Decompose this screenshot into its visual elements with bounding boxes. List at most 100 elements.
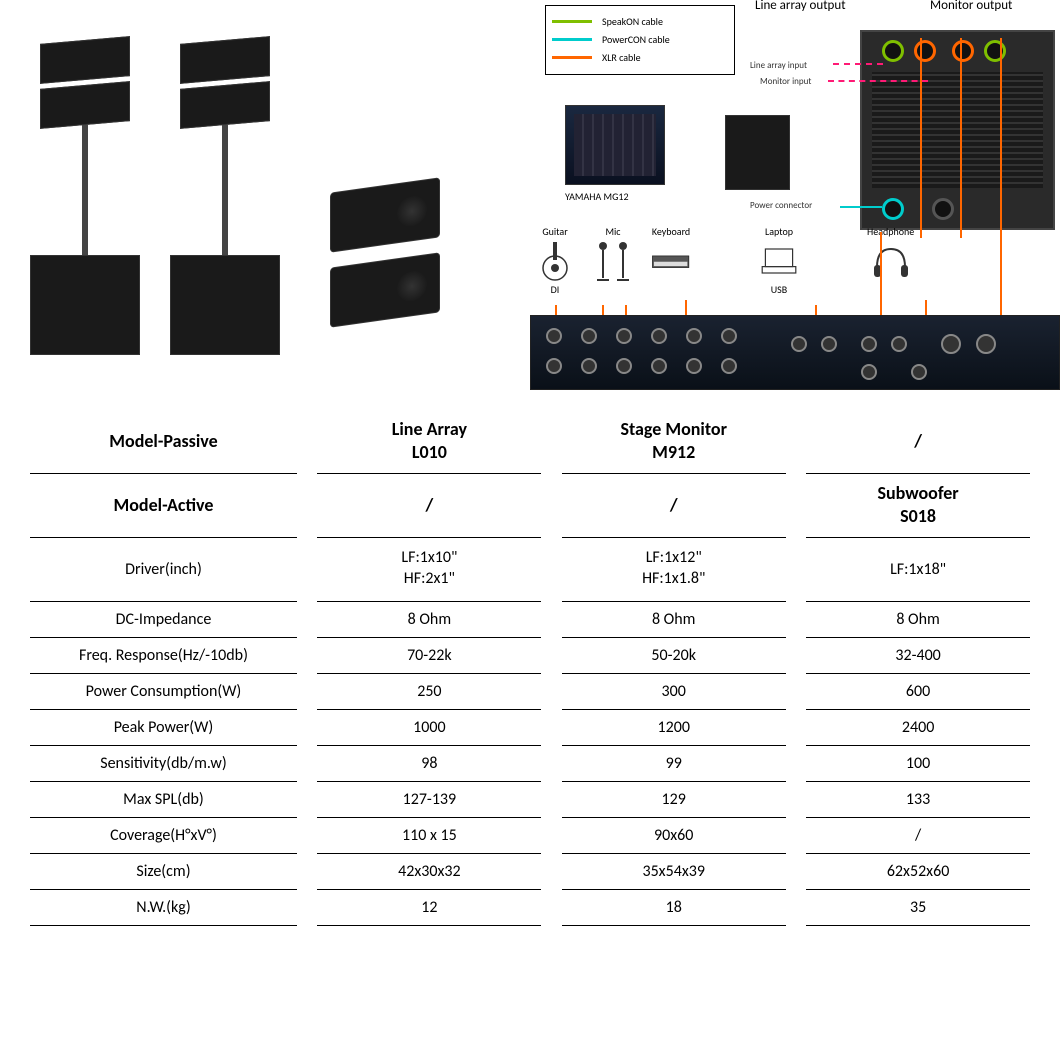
cell-c2: LF:1x12"HF:1x1.8"	[562, 537, 786, 601]
instrument-label: Mic	[605, 225, 620, 238]
instrument-mic: Mic	[593, 225, 633, 305]
cell-c1: 98	[317, 745, 541, 781]
power-connector-label: Power connector	[750, 200, 812, 211]
cell-c3: 35	[806, 889, 1030, 925]
instrument-sublabel: USB	[771, 283, 787, 296]
line-array-speaker-icon	[180, 81, 270, 129]
orange-line-icon	[960, 38, 962, 238]
legend-row: XLR cable	[552, 48, 728, 66]
line-array-speaker-icon	[180, 36, 270, 84]
cell-c1: 127-139	[317, 781, 541, 817]
heatsink-icon	[872, 72, 1043, 188]
speaker-pole-icon	[82, 125, 88, 255]
cell-c1: 110 x 15	[317, 817, 541, 853]
mixer-thumbnail-icon	[565, 105, 665, 185]
dashed-line-icon	[828, 80, 928, 82]
row-label: N.W.(kg)	[30, 889, 297, 925]
stage-monitor-icon	[330, 252, 440, 327]
row-label: DC-Impedance	[30, 601, 297, 637]
table-row: Coverage(H°xV°) 110 x 15 90x60 /	[30, 817, 1030, 853]
speakon-line-icon	[552, 20, 592, 23]
cell-c2: 90x60	[562, 817, 786, 853]
cell-c3: /	[806, 817, 1030, 853]
speaker-pole-icon	[222, 125, 228, 255]
monitor-thumbnail-icon	[725, 115, 790, 190]
cell-c1: 42x30x32	[317, 853, 541, 889]
header-col2: Stage Monitor M912	[562, 410, 786, 473]
connection-diagram: Line array output Monitor output SpeakON…	[530, 0, 1060, 400]
line-array-output-label: Line array output	[755, 0, 846, 13]
cell-c2: 129	[562, 781, 786, 817]
instrument-label: Guitar	[542, 225, 567, 238]
table-row: Driver(inch) LF:1x10"HF:2x1" LF:1x12"HF:1x…	[30, 537, 1030, 601]
instrument-label: Headphone	[867, 225, 914, 238]
legend-row: SpeakON cable	[552, 12, 728, 30]
product-image-panel	[0, 0, 530, 400]
cyan-line-icon	[840, 206, 882, 208]
table-row: Power Consumption(W)250300600	[30, 673, 1030, 709]
mixer-io-strip-icon	[530, 315, 1060, 390]
instrument-headphone: Headphone	[867, 225, 914, 305]
cell-c3: LF:1x18"	[806, 537, 1030, 601]
instrument-guitar: Guitar DI	[535, 225, 575, 305]
table-row: Model-Active / / Subwoofer S018	[30, 473, 1030, 537]
legend-row: PowerCON cable	[552, 30, 728, 48]
cell-c3: 133	[806, 781, 1030, 817]
legend-label: SpeakON cable	[602, 15, 663, 28]
table-row: Size(cm)42x30x3235x54x3962x52x60	[30, 853, 1030, 889]
legend-label: XLR cable	[602, 51, 641, 64]
guitar-icon	[535, 238, 575, 283]
instrument-label: Keyboard	[652, 225, 690, 238]
instrument-sublabel: DI	[551, 283, 560, 296]
connector-icon	[932, 198, 954, 220]
row-label: Power Consumption(W)	[30, 673, 297, 709]
legend-label: PowerCON cable	[602, 33, 670, 46]
cell-c1: 70-22k	[317, 637, 541, 673]
table-row: Model-Passive Line Array L010 Stage Moni…	[30, 410, 1030, 473]
amplifier-panel-icon	[860, 30, 1055, 230]
header-active: Model-Active	[30, 473, 297, 537]
speakon-connector-icon	[984, 40, 1006, 62]
instrument-keyboard: Keyboard	[651, 225, 691, 305]
line-array-speaker-icon	[40, 36, 130, 84]
stage-monitor-icon	[330, 177, 440, 252]
header-passive: Model-Passive	[30, 410, 297, 473]
row-label: Sensitivity(db/m.w)	[30, 745, 297, 781]
instrument-laptop: Laptop USB	[759, 225, 799, 305]
laptop-icon	[759, 238, 799, 283]
mic-icon	[593, 238, 633, 283]
cell-c3: 32-400	[806, 637, 1030, 673]
top-section: Line array output Monitor output SpeakON…	[0, 0, 1060, 400]
cell-c3: 8 Ohm	[806, 601, 1030, 637]
dashed-line-icon	[833, 63, 883, 65]
xlr-connector-icon	[952, 40, 974, 62]
instrument-row: Guitar DI Mic Keyboard Laptop	[535, 225, 915, 305]
active-col3: Subwoofer S018	[806, 473, 1030, 537]
cell-c1: LF:1x10"HF:2x1"	[317, 537, 541, 601]
row-label: Size(cm)	[30, 853, 297, 889]
table-row: Sensitivity(db/m.w)9899100	[30, 745, 1030, 781]
instrument-label: Laptop	[765, 225, 793, 238]
orange-line-icon	[880, 232, 882, 317]
row-label: Max SPL(db)	[30, 781, 297, 817]
cell-c1: 1000	[317, 709, 541, 745]
table-row: N.W.(kg)121835	[30, 889, 1030, 925]
orange-line-icon	[920, 38, 922, 238]
orange-line-icon	[1000, 38, 1002, 318]
cell-c1: 8 Ohm	[317, 601, 541, 637]
monitor-output-label: Monitor output	[930, 0, 1012, 13]
cell-c3: 62x52x60	[806, 853, 1030, 889]
table-row: DC-Impedance8 Ohm8 Ohm8 Ohm	[30, 601, 1030, 637]
subwoofer-icon	[170, 255, 280, 355]
active-col2: /	[562, 473, 786, 537]
speakon-connector-icon	[882, 40, 904, 62]
row-label: Coverage(H°xV°)	[30, 817, 297, 853]
line-array-input-label: Line array input	[750, 60, 807, 71]
cell-c1: 250	[317, 673, 541, 709]
row-label: Driver(inch)	[30, 537, 297, 601]
spec-table: Model-Passive Line Array L010 Stage Moni…	[30, 410, 1030, 926]
header-col3: /	[806, 410, 1030, 473]
cell-c3: 100	[806, 745, 1030, 781]
table-row: Peak Power(W)100012002400	[30, 709, 1030, 745]
header-col1: Line Array L010	[317, 410, 541, 473]
